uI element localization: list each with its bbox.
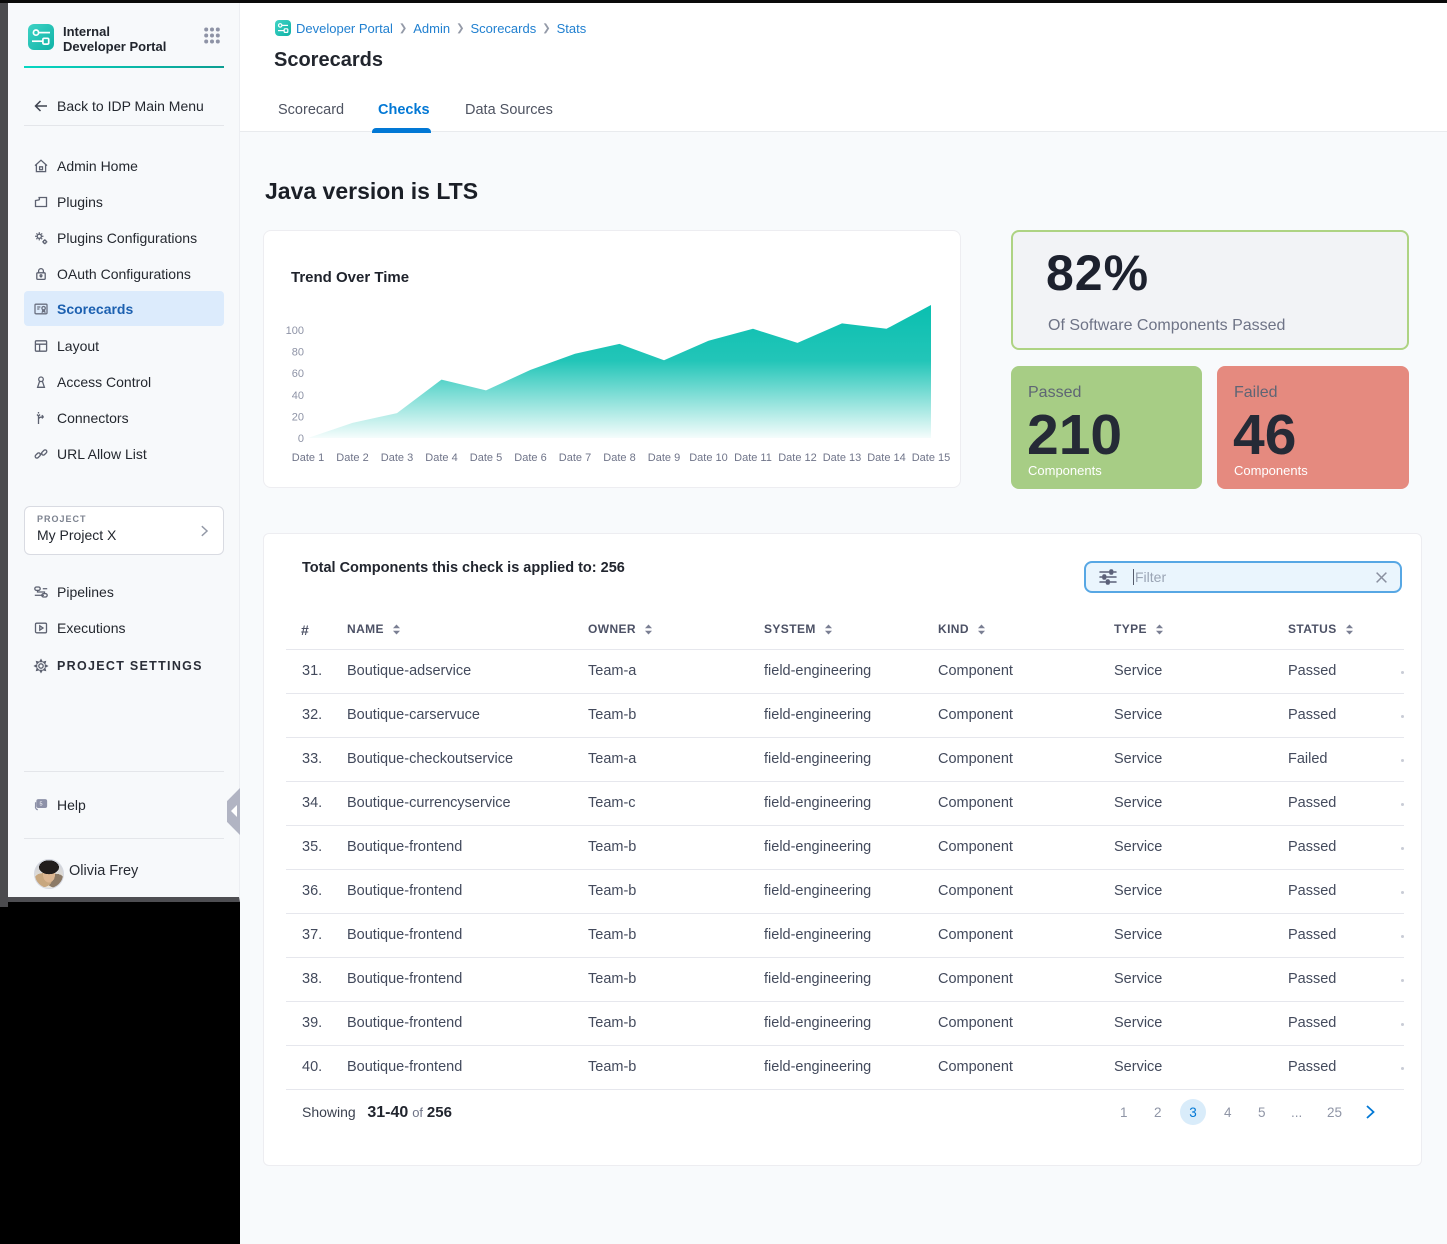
svg-text:5: 5 bbox=[40, 802, 43, 808]
svg-text:Date 13: Date 13 bbox=[823, 452, 862, 464]
svg-text:Date 1: Date 1 bbox=[292, 452, 324, 464]
svg-text:60: 60 bbox=[292, 368, 304, 380]
svg-text:Date 4: Date 4 bbox=[425, 452, 457, 464]
svg-text:Date 10: Date 10 bbox=[689, 452, 728, 464]
svg-text:0: 0 bbox=[298, 433, 304, 445]
svg-text:Date 2: Date 2 bbox=[336, 452, 368, 464]
svg-text:40: 40 bbox=[292, 390, 304, 402]
svg-text:Date 15: Date 15 bbox=[912, 452, 951, 464]
svg-text:Date 7: Date 7 bbox=[559, 452, 591, 464]
svg-text:Date 8: Date 8 bbox=[603, 452, 635, 464]
svg-text:Date 3: Date 3 bbox=[381, 452, 413, 464]
svg-text:80: 80 bbox=[292, 347, 304, 359]
svg-text:20: 20 bbox=[292, 411, 304, 423]
svg-text:Date 14: Date 14 bbox=[867, 452, 906, 464]
svg-text:Date 12: Date 12 bbox=[778, 452, 817, 464]
svg-text:Date 11: Date 11 bbox=[734, 452, 772, 464]
svg-text:Date 9: Date 9 bbox=[648, 452, 680, 464]
svg-text:Date 5: Date 5 bbox=[470, 452, 502, 464]
svg-text:100: 100 bbox=[286, 325, 304, 337]
svg-text:Trend Over Time: Trend Over Time bbox=[291, 269, 409, 286]
svg-text:Date 6: Date 6 bbox=[514, 452, 546, 464]
